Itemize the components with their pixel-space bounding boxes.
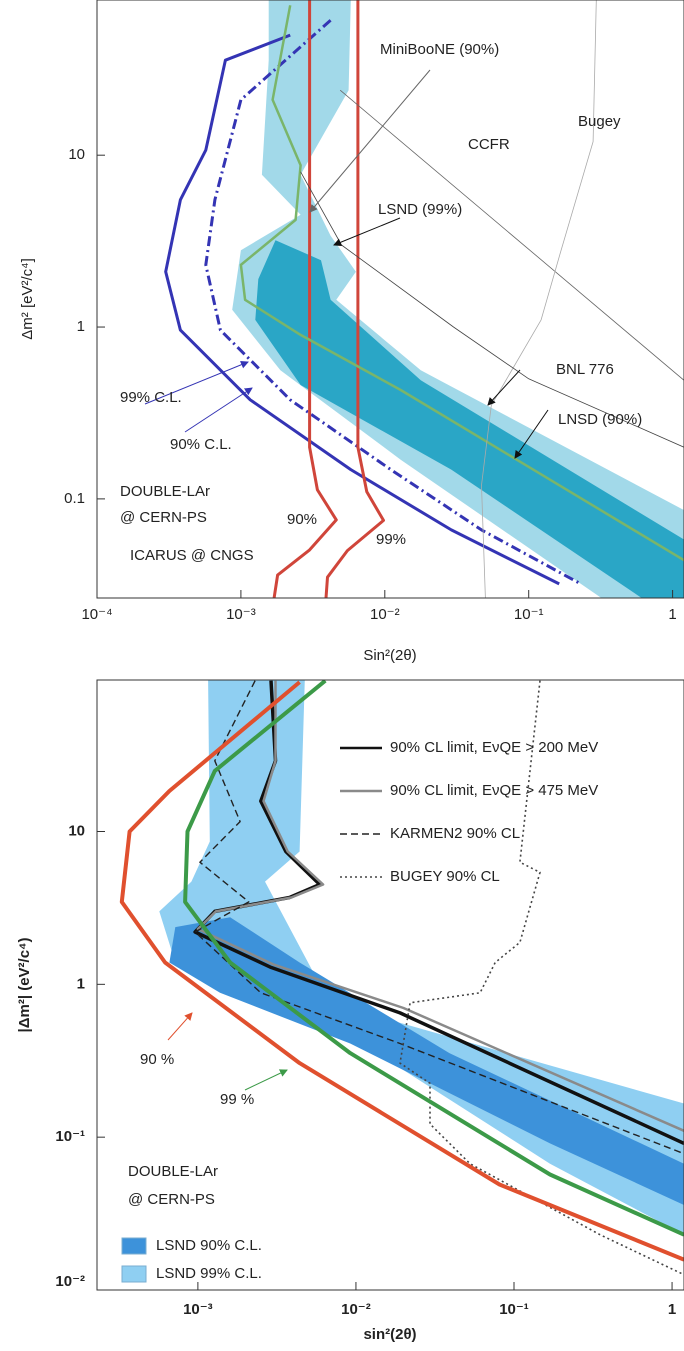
- curve: [481, 0, 597, 598]
- y-tick-label: 1: [77, 975, 85, 992]
- curve-label: 90% C.L.: [170, 436, 232, 453]
- curve-label: 99 %: [220, 1091, 254, 1108]
- x-axis-label: sin²(2θ): [363, 1326, 416, 1343]
- x-tick-label: 10⁻⁴: [81, 606, 112, 623]
- lsnd-region: [255, 240, 684, 598]
- y-tick-label: 0.1: [64, 490, 85, 507]
- legend-label: KARMEN2 90% CL: [390, 825, 520, 842]
- plot-frame: [96, 679, 684, 1291]
- legend-label: 90% CL limit, EνQE > 475 MeV: [390, 782, 598, 799]
- region-label: LNSD (90%): [558, 411, 642, 428]
- plot-area: [164, 0, 684, 598]
- curve-label: 99%: [376, 531, 406, 548]
- x-tick-label: 1: [668, 1301, 676, 1318]
- curve-label: 99% C.L.: [120, 389, 182, 406]
- region-label: LSND (99%): [378, 201, 462, 218]
- x-tick-label: 10⁻²: [370, 606, 400, 623]
- curve-label: CCFR: [468, 136, 510, 153]
- pointer-arrow: [184, 387, 253, 433]
- curve-label: BNL 776: [556, 361, 614, 378]
- x-tick-label: 10⁻¹: [499, 1301, 529, 1318]
- x-tick-label: 10⁻¹: [514, 606, 544, 623]
- curve: [183, 680, 684, 1237]
- legend-label: LSND 99% C.L.: [156, 1265, 262, 1282]
- chart: 10⁻³ 10⁻² 10⁻¹ 1 10⁻² 10⁻¹ 1 10 sin²(2θ) |Δm²| (e…: [16, 679, 684, 1343]
- curve: [300, 171, 684, 448]
- pointer-arrow: [309, 69, 431, 213]
- pointer-arrow: [333, 217, 401, 247]
- legend-label: 90% CL limit, EνQE > 200 MeV: [390, 739, 598, 756]
- curve: [164, 33, 560, 586]
- pointer-arrow: [144, 360, 249, 405]
- y-tick-label: 10: [68, 146, 85, 163]
- curve: [399, 680, 684, 1276]
- annotation: @ CERN-PS: [128, 1191, 215, 1208]
- legend-label: LSND 90% C.L.: [156, 1237, 262, 1254]
- y-tick-label: 10⁻¹: [55, 1128, 85, 1145]
- pointer-arrow: [167, 1012, 193, 1041]
- y-tick-label: 10: [68, 822, 85, 839]
- legend-swatch: [121, 1265, 147, 1283]
- x-tick-label: 10⁻²: [341, 1301, 371, 1318]
- x-tick-label: 10⁻³: [226, 606, 256, 623]
- curve-label: Bugey: [578, 113, 621, 130]
- x-axis-label: Sin²(2θ): [363, 647, 416, 664]
- annotation: ICARUS @ CNGS: [130, 547, 254, 564]
- curve: [272, 0, 338, 598]
- curve: [119, 680, 684, 1262]
- plot-area: [119, 680, 684, 1276]
- curve: [324, 0, 385, 598]
- pointer-arrow: [514, 409, 549, 459]
- curve: [239, 5, 684, 562]
- y-tick-label: 10⁻²: [55, 1273, 85, 1290]
- curve: [339, 89, 684, 381]
- curve-label: 90 %: [140, 1051, 174, 1068]
- pointer-arrow: [244, 1069, 288, 1091]
- legend-label: BUGEY 90% CL: [390, 868, 500, 885]
- lsnd-region: [169, 917, 684, 1205]
- chart: 10⁻⁴ 10⁻³ 10⁻² 10⁻¹ 1 0.1 1 10 Sin²(2θ) Δm² [eV²/…: [19, 0, 684, 664]
- pointer-arrow: [487, 369, 521, 406]
- curve: [204, 19, 582, 586]
- curve: [194, 680, 684, 1155]
- y-axis-label: |Δm²| (eV²/c⁴): [16, 938, 33, 1033]
- annotation: @ CERN-PS: [120, 509, 207, 526]
- y-tick-label: 1: [77, 318, 85, 335]
- annotation: DOUBLE-LAr: [128, 1163, 218, 1180]
- plot-frame: [96, 0, 684, 599]
- x-tick-label: 1: [668, 606, 676, 623]
- legend-swatch: [121, 1237, 147, 1255]
- curve-label: 90%: [287, 511, 317, 528]
- curve: [196, 680, 684, 1132]
- curve-label: MiniBooNE (90%): [380, 41, 499, 58]
- x-tick-label: 10⁻³: [183, 1301, 213, 1318]
- lsnd-region: [159, 680, 684, 1235]
- y-axis-label: Δm² [eV²/c⁴]: [19, 258, 36, 339]
- annotation: DOUBLE-LAr: [120, 483, 210, 500]
